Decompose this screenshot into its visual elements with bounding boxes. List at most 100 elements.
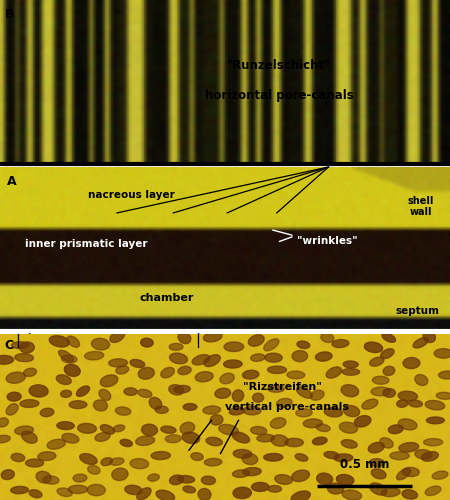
Ellipse shape [337,474,354,485]
Ellipse shape [274,474,292,484]
Text: "Rizstreifen": "Rizstreifen" [243,382,322,392]
Ellipse shape [130,458,148,468]
Ellipse shape [396,468,410,480]
Ellipse shape [178,332,191,344]
Ellipse shape [101,458,112,466]
Ellipse shape [36,472,51,483]
Ellipse shape [328,483,344,494]
Ellipse shape [372,376,389,384]
Text: inner prismatic layer: inner prismatic layer [25,239,147,249]
Ellipse shape [257,434,274,442]
Ellipse shape [432,471,448,480]
Ellipse shape [383,388,396,398]
Ellipse shape [11,486,28,494]
Ellipse shape [20,400,39,407]
Ellipse shape [292,470,310,482]
Ellipse shape [0,418,9,427]
Ellipse shape [224,360,242,368]
Ellipse shape [26,459,44,467]
Ellipse shape [58,350,74,362]
Ellipse shape [343,406,360,416]
Ellipse shape [85,352,104,360]
Ellipse shape [439,371,450,379]
Text: shell
wall: shell wall [408,196,434,217]
Ellipse shape [297,341,310,348]
Ellipse shape [22,431,37,444]
Ellipse shape [380,438,393,448]
Ellipse shape [324,408,342,417]
Ellipse shape [40,408,54,416]
Text: "wrinkles": "wrinkles" [297,236,358,246]
Ellipse shape [285,438,303,446]
Ellipse shape [67,336,80,347]
Ellipse shape [156,490,175,500]
Ellipse shape [271,435,288,446]
Ellipse shape [326,367,342,378]
Ellipse shape [192,354,210,365]
Ellipse shape [341,440,357,448]
Ellipse shape [339,422,358,433]
Ellipse shape [11,342,29,348]
Ellipse shape [183,404,197,410]
Ellipse shape [99,390,111,400]
Ellipse shape [315,352,332,361]
Ellipse shape [43,476,59,484]
Ellipse shape [215,388,231,398]
Ellipse shape [182,432,200,444]
Ellipse shape [383,366,395,376]
Ellipse shape [11,454,25,462]
Ellipse shape [287,371,305,378]
Ellipse shape [368,442,384,453]
Ellipse shape [113,425,125,432]
Ellipse shape [169,384,184,395]
Ellipse shape [165,434,181,442]
Ellipse shape [382,488,400,496]
Ellipse shape [402,490,418,499]
Ellipse shape [413,338,428,348]
Ellipse shape [343,361,358,368]
Text: vertical pore-canals: vertical pore-canals [225,402,349,412]
Ellipse shape [170,353,188,364]
Ellipse shape [178,366,191,374]
Ellipse shape [6,404,18,415]
Ellipse shape [100,424,115,434]
Ellipse shape [427,417,445,424]
Ellipse shape [125,485,142,494]
Ellipse shape [265,353,282,362]
Ellipse shape [180,422,195,434]
Ellipse shape [56,375,71,384]
Ellipse shape [324,452,339,458]
Ellipse shape [423,438,443,446]
Ellipse shape [177,476,195,483]
Ellipse shape [124,388,137,396]
Ellipse shape [232,390,244,402]
Ellipse shape [115,407,131,415]
Ellipse shape [137,488,151,500]
Ellipse shape [161,368,175,378]
Ellipse shape [371,387,391,396]
Text: 0.5 mm: 0.5 mm [340,458,389,471]
Ellipse shape [415,374,428,386]
Ellipse shape [38,452,56,460]
Ellipse shape [62,434,79,443]
Ellipse shape [295,454,308,461]
Ellipse shape [87,484,105,496]
Ellipse shape [47,439,65,449]
Ellipse shape [334,454,353,462]
Ellipse shape [233,450,252,458]
Ellipse shape [398,391,418,401]
Ellipse shape [49,336,69,347]
Ellipse shape [317,473,333,484]
Ellipse shape [15,426,34,435]
Ellipse shape [382,333,396,342]
Ellipse shape [388,425,403,434]
Ellipse shape [183,486,195,493]
Ellipse shape [399,442,419,452]
Ellipse shape [170,475,184,484]
Ellipse shape [243,468,261,475]
Ellipse shape [341,384,359,396]
Ellipse shape [191,452,203,460]
Ellipse shape [140,338,153,347]
Ellipse shape [94,400,108,411]
Ellipse shape [219,424,238,435]
